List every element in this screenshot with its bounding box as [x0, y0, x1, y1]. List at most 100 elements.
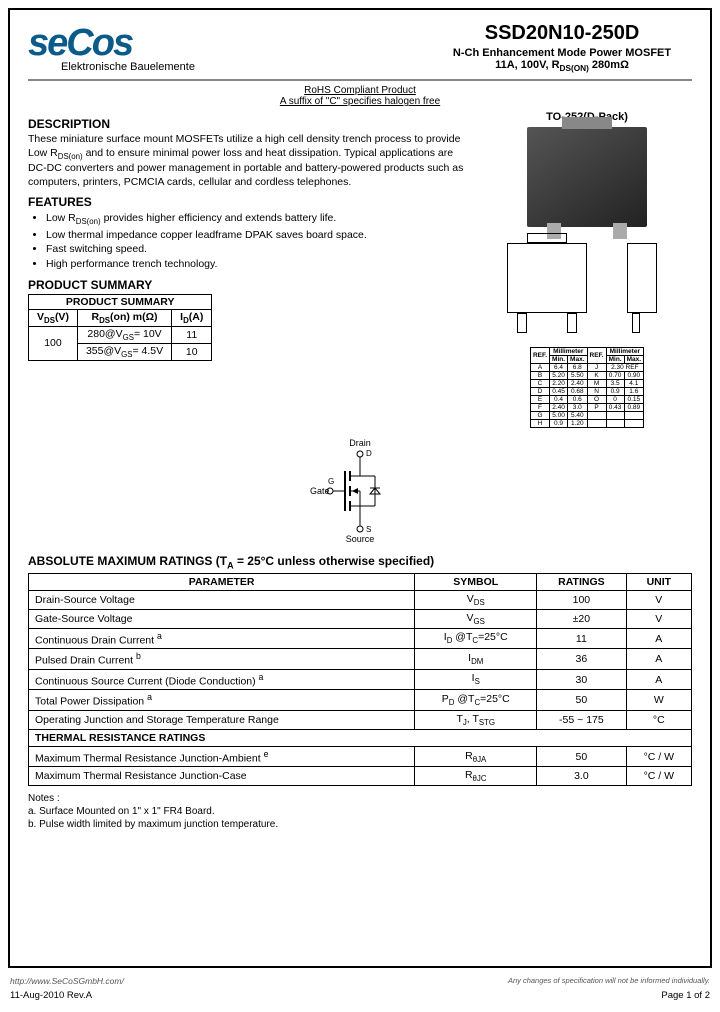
- abs-rating: 36: [537, 649, 626, 670]
- summary-header: RDS(on) m(Ω): [77, 309, 171, 326]
- abs-sym: PD @TC=25°C: [415, 690, 537, 711]
- footer-date: 11-Aug-2010 Rev.A: [10, 990, 92, 1001]
- abs-header: UNIT: [626, 573, 691, 590]
- summary-header: ID(A): [172, 309, 212, 326]
- abs-heading: ABSOLUTE MAXIMUM RATINGS (TA = 25°C unle…: [28, 554, 692, 570]
- abs-rating: 30: [537, 669, 626, 690]
- abs-param: Gate-Source Voltage: [29, 609, 415, 628]
- rohs-line1: RoHS Compliant Product: [28, 85, 692, 96]
- abs-rating: ±20: [537, 609, 626, 628]
- summary-header: VDS(V): [29, 309, 78, 326]
- feature-item: High performance trench technology.: [46, 257, 470, 272]
- footer-page: Page 1 of 2: [661, 990, 710, 1001]
- svg-text:Drain: Drain: [349, 438, 371, 448]
- right-column: TO-252(D-Pack) REF. Millimeter REF. Mill…: [482, 111, 692, 428]
- feature-item: Low RDS(on) provides higher efficiency a…: [46, 211, 470, 227]
- summary-cell: 280@VGS= 10V: [77, 326, 171, 343]
- content-row: DESCRIPTION These miniature surface moun…: [28, 111, 692, 428]
- summary-cell: 355@VGS= 4.5V: [77, 343, 171, 360]
- left-column: DESCRIPTION These miniature surface moun…: [28, 111, 470, 428]
- dim-header: Max.: [624, 356, 643, 364]
- title-block: SSD20N10-250D N-Ch Enhancement Mode Powe…: [432, 22, 692, 73]
- part-spec: 11A, 100V, RDS(ON) 280mΩ: [432, 59, 692, 73]
- abs-param: Maximum Thermal Resistance Junction-Ambi…: [29, 746, 415, 767]
- dim-header: Min.: [606, 356, 624, 364]
- notes-section: Notes : a. Surface Mounted on 1" x 1" FR…: [28, 792, 692, 831]
- abs-unit: °C / W: [626, 767, 691, 786]
- summary-cell: 11: [172, 326, 212, 343]
- dim-header: REF.: [587, 348, 606, 364]
- description-text: These miniature surface mount MOSFETs ut…: [28, 133, 470, 189]
- abs-param: Drain-Source Voltage: [29, 590, 415, 609]
- abs-unit: V: [626, 609, 691, 628]
- summary-vds: 100: [29, 326, 78, 360]
- note-item: a. Surface Mounted on 1" x 1" FR4 Board.: [28, 805, 692, 818]
- summary-cell: 10: [172, 343, 212, 360]
- abs-sym: VDS: [415, 590, 537, 609]
- footer: 11-Aug-2010 Rev.A Page 1 of 2: [10, 990, 710, 1001]
- abs-rating: 11: [537, 628, 626, 649]
- abs-unit: W: [626, 690, 691, 711]
- svg-text:Source: Source: [346, 534, 375, 544]
- abs-rating: 50: [537, 746, 626, 767]
- abs-unit: V: [626, 590, 691, 609]
- abs-sym: ID @TC=25°C: [415, 628, 537, 649]
- abs-sym: RθJA: [415, 746, 537, 767]
- product-summary-table: PRODUCT SUMMARY VDS(V) RDS(on) m(Ω) ID(A…: [28, 294, 212, 361]
- abs-header: PARAMETER: [29, 573, 415, 590]
- rohs-line2: A suffix of "C" specifies halogen free: [28, 96, 692, 107]
- dim-header: REF.: [530, 348, 549, 364]
- abs-header: RATINGS: [537, 573, 626, 590]
- abs-param: Operating Junction and Storage Temperatu…: [29, 710, 415, 729]
- abs-rating: -55 ~ 175: [537, 710, 626, 729]
- abs-rating: 100: [537, 590, 626, 609]
- dim-header: Millimeter: [550, 348, 587, 356]
- abs-unit: °C / W: [626, 746, 691, 767]
- abs-header: SYMBOL: [415, 573, 537, 590]
- abs-sym: IDM: [415, 649, 537, 670]
- abs-max-table: PARAMETER SYMBOL RATINGS UNIT Drain-Sour…: [28, 573, 692, 787]
- abs-unit: A: [626, 669, 691, 690]
- company-logo: seCos Elektronische Bauelemente: [28, 22, 228, 73]
- feature-item: Fast switching speed.: [46, 242, 470, 257]
- footer-url-row: http://www.SeCoSGmbH.com/ Any changes of…: [10, 976, 710, 986]
- abs-param: Continuous Drain Current a: [29, 628, 415, 649]
- dim-header: Max.: [568, 356, 587, 364]
- part-description: N-Ch Enhancement Mode Power MOSFET: [432, 47, 692, 59]
- features-heading: FEATURES: [28, 195, 470, 209]
- abs-param: Maximum Thermal Resistance Junction-Case: [29, 767, 415, 786]
- footer-disclaimer: Any changes of specification will not be…: [508, 976, 710, 985]
- abs-unit: A: [626, 628, 691, 649]
- dimension-table: REF. Millimeter REF. Millimeter Min.Max.…: [530, 347, 644, 428]
- svg-text:S: S: [366, 525, 371, 534]
- notes-title: Notes :: [28, 792, 692, 805]
- abs-sym: VGS: [415, 609, 537, 628]
- svg-text:D: D: [366, 449, 372, 458]
- footer-url: http://www.SeCoSGmbH.com/: [10, 976, 124, 986]
- note-item: b. Pulse width limited by maximum juncti…: [28, 818, 692, 831]
- abs-unit: °C: [626, 710, 691, 729]
- thermal-heading: THERMAL RESISTANCE RATINGS: [29, 729, 692, 746]
- features-list: Low RDS(on) provides higher efficiency a…: [46, 211, 470, 271]
- summary-heading: PRODUCT SUMMARY: [28, 278, 470, 292]
- abs-sym: IS: [415, 669, 537, 690]
- package-photo: [527, 127, 647, 227]
- dim-header: Min.: [550, 356, 568, 364]
- dim-header: Millimeter: [606, 348, 643, 356]
- part-number: SSD20N10-250D: [432, 22, 692, 45]
- description-heading: DESCRIPTION: [28, 117, 470, 131]
- mosfet-symbol-icon: Drain Gate Source D G S: [290, 436, 430, 546]
- circuit-diagram: Drain Gate Source D G S: [28, 436, 692, 546]
- datasheet-page: seCos Elektronische Bauelemente SSD20N10…: [8, 8, 712, 968]
- summary-title: PRODUCT SUMMARY: [29, 294, 212, 309]
- abs-sym: RθJC: [415, 767, 537, 786]
- abs-rating: 50: [537, 690, 626, 711]
- abs-unit: A: [626, 649, 691, 670]
- logo-text: seCos: [28, 22, 228, 65]
- feature-item: Low thermal impedance copper leadframe D…: [46, 228, 470, 243]
- rohs-note: RoHS Compliant Product A suffix of "C" s…: [28, 85, 692, 107]
- dimension-drawing: [487, 233, 687, 343]
- svg-text:G: G: [328, 477, 334, 486]
- abs-param: Total Power Dissipation a: [29, 690, 415, 711]
- header: seCos Elektronische Bauelemente SSD20N10…: [28, 22, 692, 81]
